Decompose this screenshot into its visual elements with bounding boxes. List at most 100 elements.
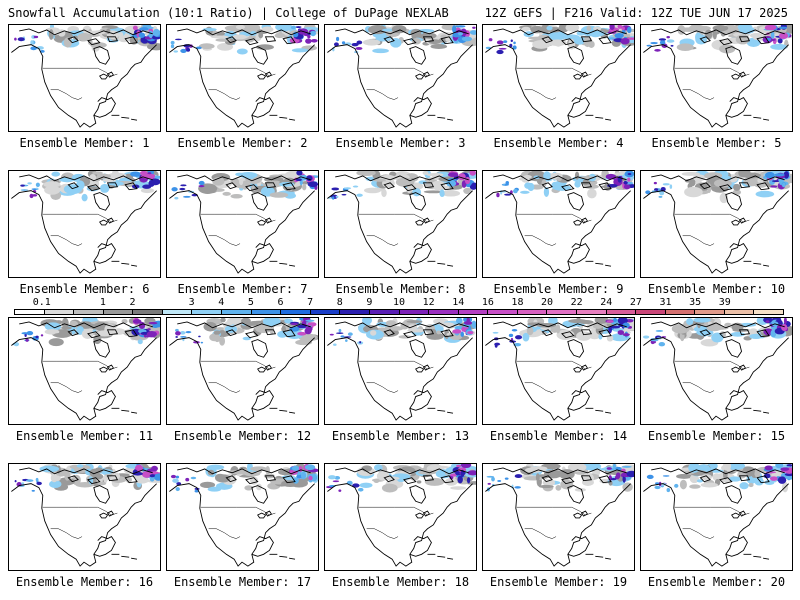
ensemble-member-label: Ensemble Member: 6 xyxy=(19,282,150,296)
ensemble-member-map xyxy=(482,24,635,132)
colorbar-swatch xyxy=(340,310,370,314)
ensemble-member-map xyxy=(166,170,319,278)
coastlines xyxy=(169,467,315,567)
ensemble-member-panel: Ensemble Member: 18 xyxy=(324,463,477,589)
colorbar-swatch xyxy=(222,310,252,314)
political-borders xyxy=(516,213,592,246)
ensemble-member-label: Ensemble Member: 5 xyxy=(651,136,782,150)
snowfall-field xyxy=(175,318,318,346)
colorbar-swatch xyxy=(251,310,282,314)
ensemble-member-label: Ensemble Member: 12 xyxy=(173,429,312,443)
north-america-map xyxy=(169,464,318,567)
colorbar-tick-label: 0.1 xyxy=(32,297,51,308)
coastlines xyxy=(169,321,315,421)
north-america-map xyxy=(327,25,476,128)
coastlines xyxy=(169,28,315,128)
ensemble-member-map xyxy=(324,317,477,425)
colorbar-swatch xyxy=(695,310,725,314)
coastlines xyxy=(485,321,631,421)
ensemble-member-map xyxy=(324,170,477,278)
map-header: Snowfall Accumulation (10:1 Ratio) | Col… xyxy=(0,0,800,24)
snowfall-field xyxy=(485,25,634,55)
political-borders xyxy=(358,506,434,539)
political-borders xyxy=(358,67,434,100)
colorbar-tick-label: 4 xyxy=(218,297,225,308)
ensemble-member-map xyxy=(640,170,793,278)
north-america-map xyxy=(169,25,318,128)
ensemble-member-panel: Ensemble Member: 20 xyxy=(640,463,793,589)
colorbar-swatch xyxy=(369,310,400,314)
coastlines xyxy=(327,174,473,274)
ensemble-member-panel: Ensemble Member: 15 xyxy=(640,317,793,443)
colorbar-tick-label: 39 xyxy=(718,297,731,308)
colorbar-tick-label: 22 xyxy=(570,297,583,308)
ensemble-member-map xyxy=(8,317,161,425)
colorbar-swatch xyxy=(636,310,666,314)
colorbar-swatch xyxy=(458,310,489,314)
ensemble-member-label: Ensemble Member: 14 xyxy=(489,429,628,443)
ensemble-member-panel: Ensemble Member: 14 xyxy=(482,317,635,443)
colorbar-tick-label: 16 xyxy=(481,297,494,308)
north-america-map xyxy=(643,25,792,128)
ensemble-member-map xyxy=(166,463,319,571)
north-america-map xyxy=(11,25,160,128)
political-borders xyxy=(200,506,276,539)
colorbar-swatch xyxy=(665,310,696,314)
colorbar-swatch xyxy=(44,310,75,314)
political-borders xyxy=(516,506,592,539)
snowfall-field xyxy=(171,171,318,200)
snowfall-field xyxy=(170,25,318,55)
ensemble-member-map xyxy=(640,317,793,425)
snowfall-field xyxy=(646,464,792,493)
coastlines xyxy=(643,174,789,274)
coastlines xyxy=(11,28,157,128)
colorbar-swatch xyxy=(399,310,430,314)
colorbar-swatch xyxy=(754,310,784,314)
ensemble-member-panel: Ensemble Member: 11 xyxy=(8,317,161,443)
colorbar-tick-label: 6 xyxy=(277,297,284,308)
colorbar-labels: 0.1 1 2 3 4 5 6 7 8 9 10 12 14 16 18 20 22 24 27 31 35 39 xyxy=(14,298,784,309)
ensemble-member-label: Ensemble Member: 9 xyxy=(493,282,624,296)
ensemble-member-panel: Ensemble Member: 5 xyxy=(640,24,793,150)
ensemble-member-label: Ensemble Member: 18 xyxy=(331,575,470,589)
political-borders xyxy=(358,360,434,393)
ensemble-member-panel: Ensemble Member: 17 xyxy=(166,463,319,589)
ensemble-member-label: Ensemble Member: 20 xyxy=(647,575,786,589)
north-america-map xyxy=(485,464,634,567)
snowfall-field xyxy=(14,25,160,53)
political-borders xyxy=(674,67,750,100)
colorbar-swatch xyxy=(429,310,459,314)
colorbar-tick-label: 7 xyxy=(307,297,314,308)
north-america-map xyxy=(11,318,160,421)
ensemble-member-panel: Ensemble Member: 13 xyxy=(324,317,477,443)
ensemble-member-panel: Ensemble Member: 2 xyxy=(166,24,319,150)
colorbar-tick-label: 35 xyxy=(689,297,702,308)
colorbar-swatch xyxy=(133,310,163,314)
ensemble-member-panel: Ensemble Member: 12 xyxy=(166,317,319,443)
political-borders xyxy=(674,213,750,246)
ensemble-member-label: Ensemble Member: 2 xyxy=(177,136,308,150)
north-america-map xyxy=(485,318,634,421)
run-info: 12Z GEFS | F216 Valid: 12Z TUE JUN 17 20… xyxy=(484,6,788,20)
ensemble-member-map xyxy=(482,463,635,571)
coastlines xyxy=(643,28,789,128)
snowfall-field xyxy=(645,171,792,204)
snowfall-field xyxy=(14,464,160,492)
colorbar-swatch xyxy=(576,310,607,314)
ensemble-member-map xyxy=(324,24,477,132)
colorbar-tick-label: 2 xyxy=(129,297,136,308)
coastlines xyxy=(169,174,315,274)
snowfall-field xyxy=(646,25,792,54)
ensemble-member-label: Ensemble Member: 7 xyxy=(177,282,308,296)
political-borders xyxy=(200,67,276,100)
ensemble-member-label: Ensemble Member: 15 xyxy=(647,429,786,443)
north-america-map xyxy=(326,464,476,567)
political-borders xyxy=(42,67,118,100)
colorbar-tick-label: 8 xyxy=(336,297,343,308)
political-borders xyxy=(674,506,750,539)
coastlines xyxy=(11,467,157,567)
ensemble-member-label: Ensemble Member: 4 xyxy=(493,136,624,150)
north-america-map xyxy=(643,171,792,274)
ensemble-member-label: Ensemble Member: 16 xyxy=(15,575,154,589)
snowfall-field xyxy=(496,171,634,199)
